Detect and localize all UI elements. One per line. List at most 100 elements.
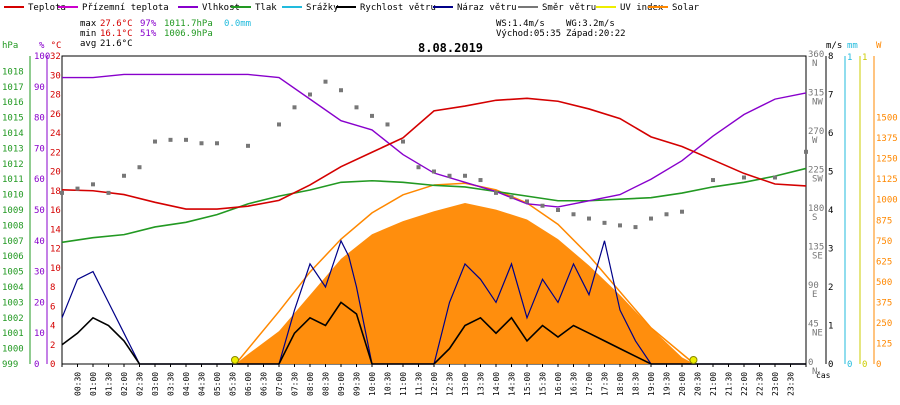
stat-max-temp: 27.6°C xyxy=(100,19,133,29)
direction-tick-value: 90 xyxy=(808,281,819,291)
pressure-tick-label: 1007 xyxy=(2,237,24,247)
legend-label-solar: Solar xyxy=(672,3,700,13)
time-tick-label: 13:30 xyxy=(477,372,486,396)
humidity-axis-unit: % xyxy=(39,41,45,51)
series-smer-point xyxy=(432,169,436,174)
solar-tick-label: 1000 xyxy=(876,196,898,206)
direction-tick-value: 270 xyxy=(808,127,824,137)
direction-tick-dir: S xyxy=(812,213,817,223)
pressure-tick-label: 1017 xyxy=(2,83,24,93)
series-smer-point xyxy=(416,165,421,170)
series-smer-point xyxy=(742,175,746,180)
rain-tick-label: 0 xyxy=(847,360,852,370)
solar-axis-unit: W xyxy=(876,41,882,51)
wind-tick-label: 4 xyxy=(828,206,833,216)
temperature-tick-label: 8 xyxy=(50,283,55,293)
time-tick-label: 19:00 xyxy=(647,372,656,396)
time-tick-label: 22:30 xyxy=(756,372,765,396)
time-tick-label: 09:30 xyxy=(353,372,362,396)
time-tick-label: 21:30 xyxy=(725,372,734,396)
series-smer-point xyxy=(308,92,312,97)
humidity-tick-label: 40 xyxy=(34,237,45,247)
time-tick-label: 06:00 xyxy=(244,372,253,396)
time-tick-label: 15:30 xyxy=(539,372,548,396)
solar-tick-label: 250 xyxy=(876,319,892,329)
temperature-tick-label: 10 xyxy=(50,264,61,274)
series-smer-point xyxy=(184,137,188,142)
time-tick-label: 07:30 xyxy=(291,372,300,396)
series-smer-point xyxy=(571,212,576,217)
stat-max-label: max xyxy=(80,19,97,29)
humidity-tick-label: 10 xyxy=(34,329,45,339)
series-smer-point xyxy=(60,190,64,195)
series-smer-point xyxy=(323,79,328,84)
time-tick-label: 06:30 xyxy=(260,372,269,396)
time-tick-label: 08:30 xyxy=(322,372,331,396)
wind-tick-label: 1 xyxy=(828,322,833,332)
sunset-marker xyxy=(689,356,698,364)
legend-label-tlak: Tlak xyxy=(255,3,277,13)
time-tick-label: 05:30 xyxy=(229,372,238,396)
series-smer-point xyxy=(246,143,250,148)
wind-tick-label: 7 xyxy=(828,91,833,101)
series-smer-point xyxy=(137,165,142,170)
pressure-tick-label: 1006 xyxy=(2,252,24,262)
wind-tick-label: 2 xyxy=(828,283,833,293)
time-tick-label: 22:00 xyxy=(740,372,749,396)
time-tick-label: 01:30 xyxy=(105,372,114,396)
legend-label-srazky: Srážky xyxy=(306,3,339,13)
solar-tick-label: 375 xyxy=(876,298,892,308)
series-smer-point xyxy=(401,139,405,144)
series-smer-point xyxy=(773,175,777,180)
series-smer-point xyxy=(494,190,498,195)
solar-tick-label: 1375 xyxy=(876,134,898,144)
time-tick-label: 13:00 xyxy=(461,372,470,396)
series-smer-point xyxy=(525,199,529,204)
series-smer-point xyxy=(370,113,374,118)
pressure-tick-label: 1009 xyxy=(2,206,24,216)
wind-tick-label: 6 xyxy=(828,129,833,139)
temperature-tick-label: 26 xyxy=(50,110,61,120)
pressure-tick-label: 1008 xyxy=(2,221,24,231)
pressure-axis-unit: hPa xyxy=(2,41,18,51)
time-tick-label: 11:30 xyxy=(415,372,424,396)
direction-tick-value: 0 xyxy=(808,358,813,368)
time-tick-label: 02:30 xyxy=(136,372,145,396)
stat-sunrise: Východ:05:35 xyxy=(496,29,561,39)
pressure-tick-label: 1013 xyxy=(2,144,24,154)
series-teplota-line xyxy=(61,97,807,210)
temperature-tick-label: 2 xyxy=(50,341,55,351)
time-tick-label: 18:30 xyxy=(632,372,641,396)
time-tick-label: 23:00 xyxy=(771,372,780,396)
series-smer-point xyxy=(122,173,126,178)
solar-tick-label: 625 xyxy=(876,257,892,267)
series-smer-point xyxy=(106,190,111,195)
direction-tick-dir: SE xyxy=(812,252,823,262)
series-rychlost-line xyxy=(61,301,806,365)
series-smer-point xyxy=(168,137,173,142)
direction-tick-dir: SW xyxy=(812,175,823,185)
direction-tick-dir: N xyxy=(812,367,817,377)
series-tlak-line xyxy=(61,167,807,244)
legend-label-smer: Směr větru xyxy=(542,3,596,13)
pressure-tick-label: 1011 xyxy=(2,175,24,185)
pressure-tick-label: 1018 xyxy=(2,67,24,77)
time-tick-label: 02:00 xyxy=(120,372,129,396)
time-tick-label: 18:00 xyxy=(616,372,625,396)
series-smer-point xyxy=(447,173,452,178)
time-tick-label: 09:00 xyxy=(337,372,346,396)
time-tick-label: 03:30 xyxy=(167,372,176,396)
time-axis-label: čas xyxy=(816,370,831,380)
time-tick-label: 04:30 xyxy=(198,372,207,396)
series-smer-point xyxy=(711,178,715,183)
humidity-tick-label: 0 xyxy=(34,360,39,370)
series-smer-point xyxy=(153,139,157,144)
series-smer-point xyxy=(618,223,622,228)
temperature-tick-label: 12 xyxy=(50,245,61,255)
legend-label-rychlost: Rychlost větru xyxy=(360,3,436,13)
time-tick-label: 08:00 xyxy=(306,372,315,396)
direction-tick-dir: NE xyxy=(812,329,823,339)
direction-tick-value: 180 xyxy=(808,204,824,214)
direction-tick-dir: W xyxy=(812,136,818,146)
